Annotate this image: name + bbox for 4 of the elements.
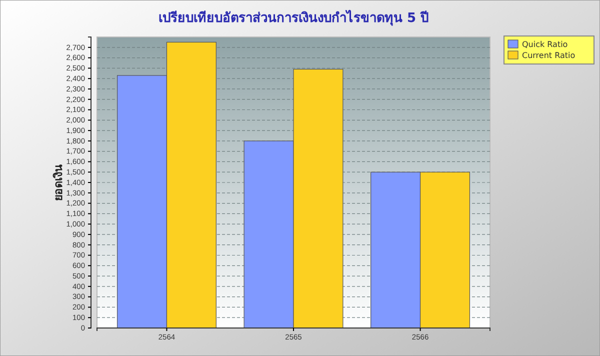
legend-label: Current Ratio xyxy=(522,51,576,60)
legend-label: Quick Ratio xyxy=(522,40,568,49)
y-axis-title: ยอดเงิน xyxy=(52,164,65,201)
chart-title: เปรียบเทียบอัตราส่วนการเงินงบกำไรขาดทุน 5 ปี xyxy=(158,9,429,26)
